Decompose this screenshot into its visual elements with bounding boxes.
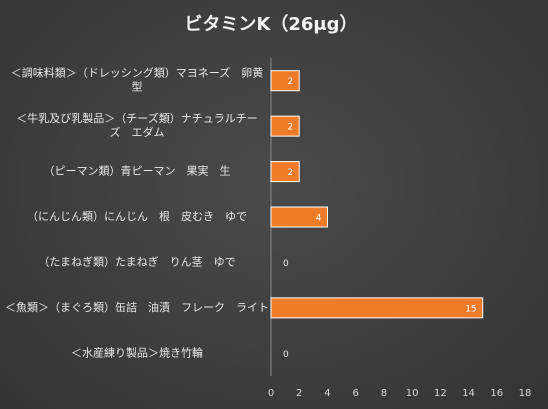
category-label-0-line-1: 型 xyxy=(132,80,143,94)
category-label-6: ＜水産練り製品＞焼き竹輪 xyxy=(71,345,203,359)
data-labels: 2 2 2 4 0 15 0 xyxy=(283,77,477,360)
category-label-3: （にんじん類）にんじん 根 皮むき ゆで xyxy=(27,209,247,223)
x-tick-18: 18 xyxy=(519,388,532,399)
category-label-1: ＜牛乳及び乳製品＞（チーズ類）ナチュラルチーズ エダム xyxy=(16,111,257,139)
bar-2 xyxy=(270,161,300,183)
data-label-6: 0 xyxy=(283,350,289,360)
x-tick-8: 8 xyxy=(381,388,387,399)
category-label-1-line-1: ズ エダム xyxy=(110,125,165,139)
x-tick-4: 4 xyxy=(324,388,330,399)
data-label-3: 4 xyxy=(316,214,322,224)
category-label-0-line-0: ＜調味料類＞（ドレッシング類）マヨネーズ 卵黄 xyxy=(11,66,263,80)
chart-title: ビタミンK（26μg） xyxy=(184,14,357,35)
x-tick-0: 0 xyxy=(268,388,274,399)
data-label-4: 0 xyxy=(283,259,289,269)
data-label-0: 2 xyxy=(287,77,293,87)
category-label-6-line-0: ＜水産練り製品＞焼き竹輪 xyxy=(71,345,203,359)
x-tick-12: 12 xyxy=(434,388,447,399)
data-label-5: 15 xyxy=(465,304,476,314)
chart-title-paren: （26μg） xyxy=(270,14,357,35)
category-label-2: （ピーマン類）青ピーマン 果実 生 xyxy=(44,164,231,178)
category-label-3-line-0: （にんじん類）にんじん 根 皮むき ゆで xyxy=(27,209,247,223)
x-tick-10: 10 xyxy=(406,388,419,399)
category-label-1-line-0: ＜牛乳及び乳製品＞（チーズ類）ナチュラルチー xyxy=(16,111,257,125)
x-axis-tick-labels: 0 2 4 6 8 10 12 14 16 18 xyxy=(268,388,532,399)
data-label-2: 2 xyxy=(287,168,293,178)
chart-title-main: ビタミンK xyxy=(184,14,271,35)
bar-0 xyxy=(270,70,300,92)
category-label-4: （たまねぎ類）たまねぎ りん茎 ゆで xyxy=(38,254,235,268)
x-tick-16: 16 xyxy=(490,388,503,399)
bars-group xyxy=(270,70,484,319)
category-label-5: ＜魚類＞（まぐろ類）缶詰 油漬 フレーク ライト xyxy=(5,300,269,314)
category-labels: ＜調味料類＞（ドレッシング類）マヨネーズ 卵黄型 ＜牛乳及び乳製品＞（チーズ類）ナ… xyxy=(5,66,269,360)
bar-1 xyxy=(270,115,300,137)
category-label-2-line-0: （ピーマン類）青ピーマン 果実 生 xyxy=(44,164,231,178)
category-label-5-line-0: ＜魚類＞（まぐろ類）缶詰 油漬 フレーク ライト xyxy=(5,300,269,314)
x-tick-6: 6 xyxy=(352,388,358,399)
data-label-1: 2 xyxy=(287,123,293,133)
bar-5 xyxy=(270,297,484,319)
x-tick-2: 2 xyxy=(296,388,302,399)
category-label-0: ＜調味料類＞（ドレッシング類）マヨネーズ 卵黄型 xyxy=(11,66,263,94)
x-tick-14: 14 xyxy=(462,388,475,399)
bar-3 xyxy=(270,206,328,228)
category-label-4-line-0: （たまねぎ類）たまねぎ りん茎 ゆで xyxy=(38,254,235,268)
